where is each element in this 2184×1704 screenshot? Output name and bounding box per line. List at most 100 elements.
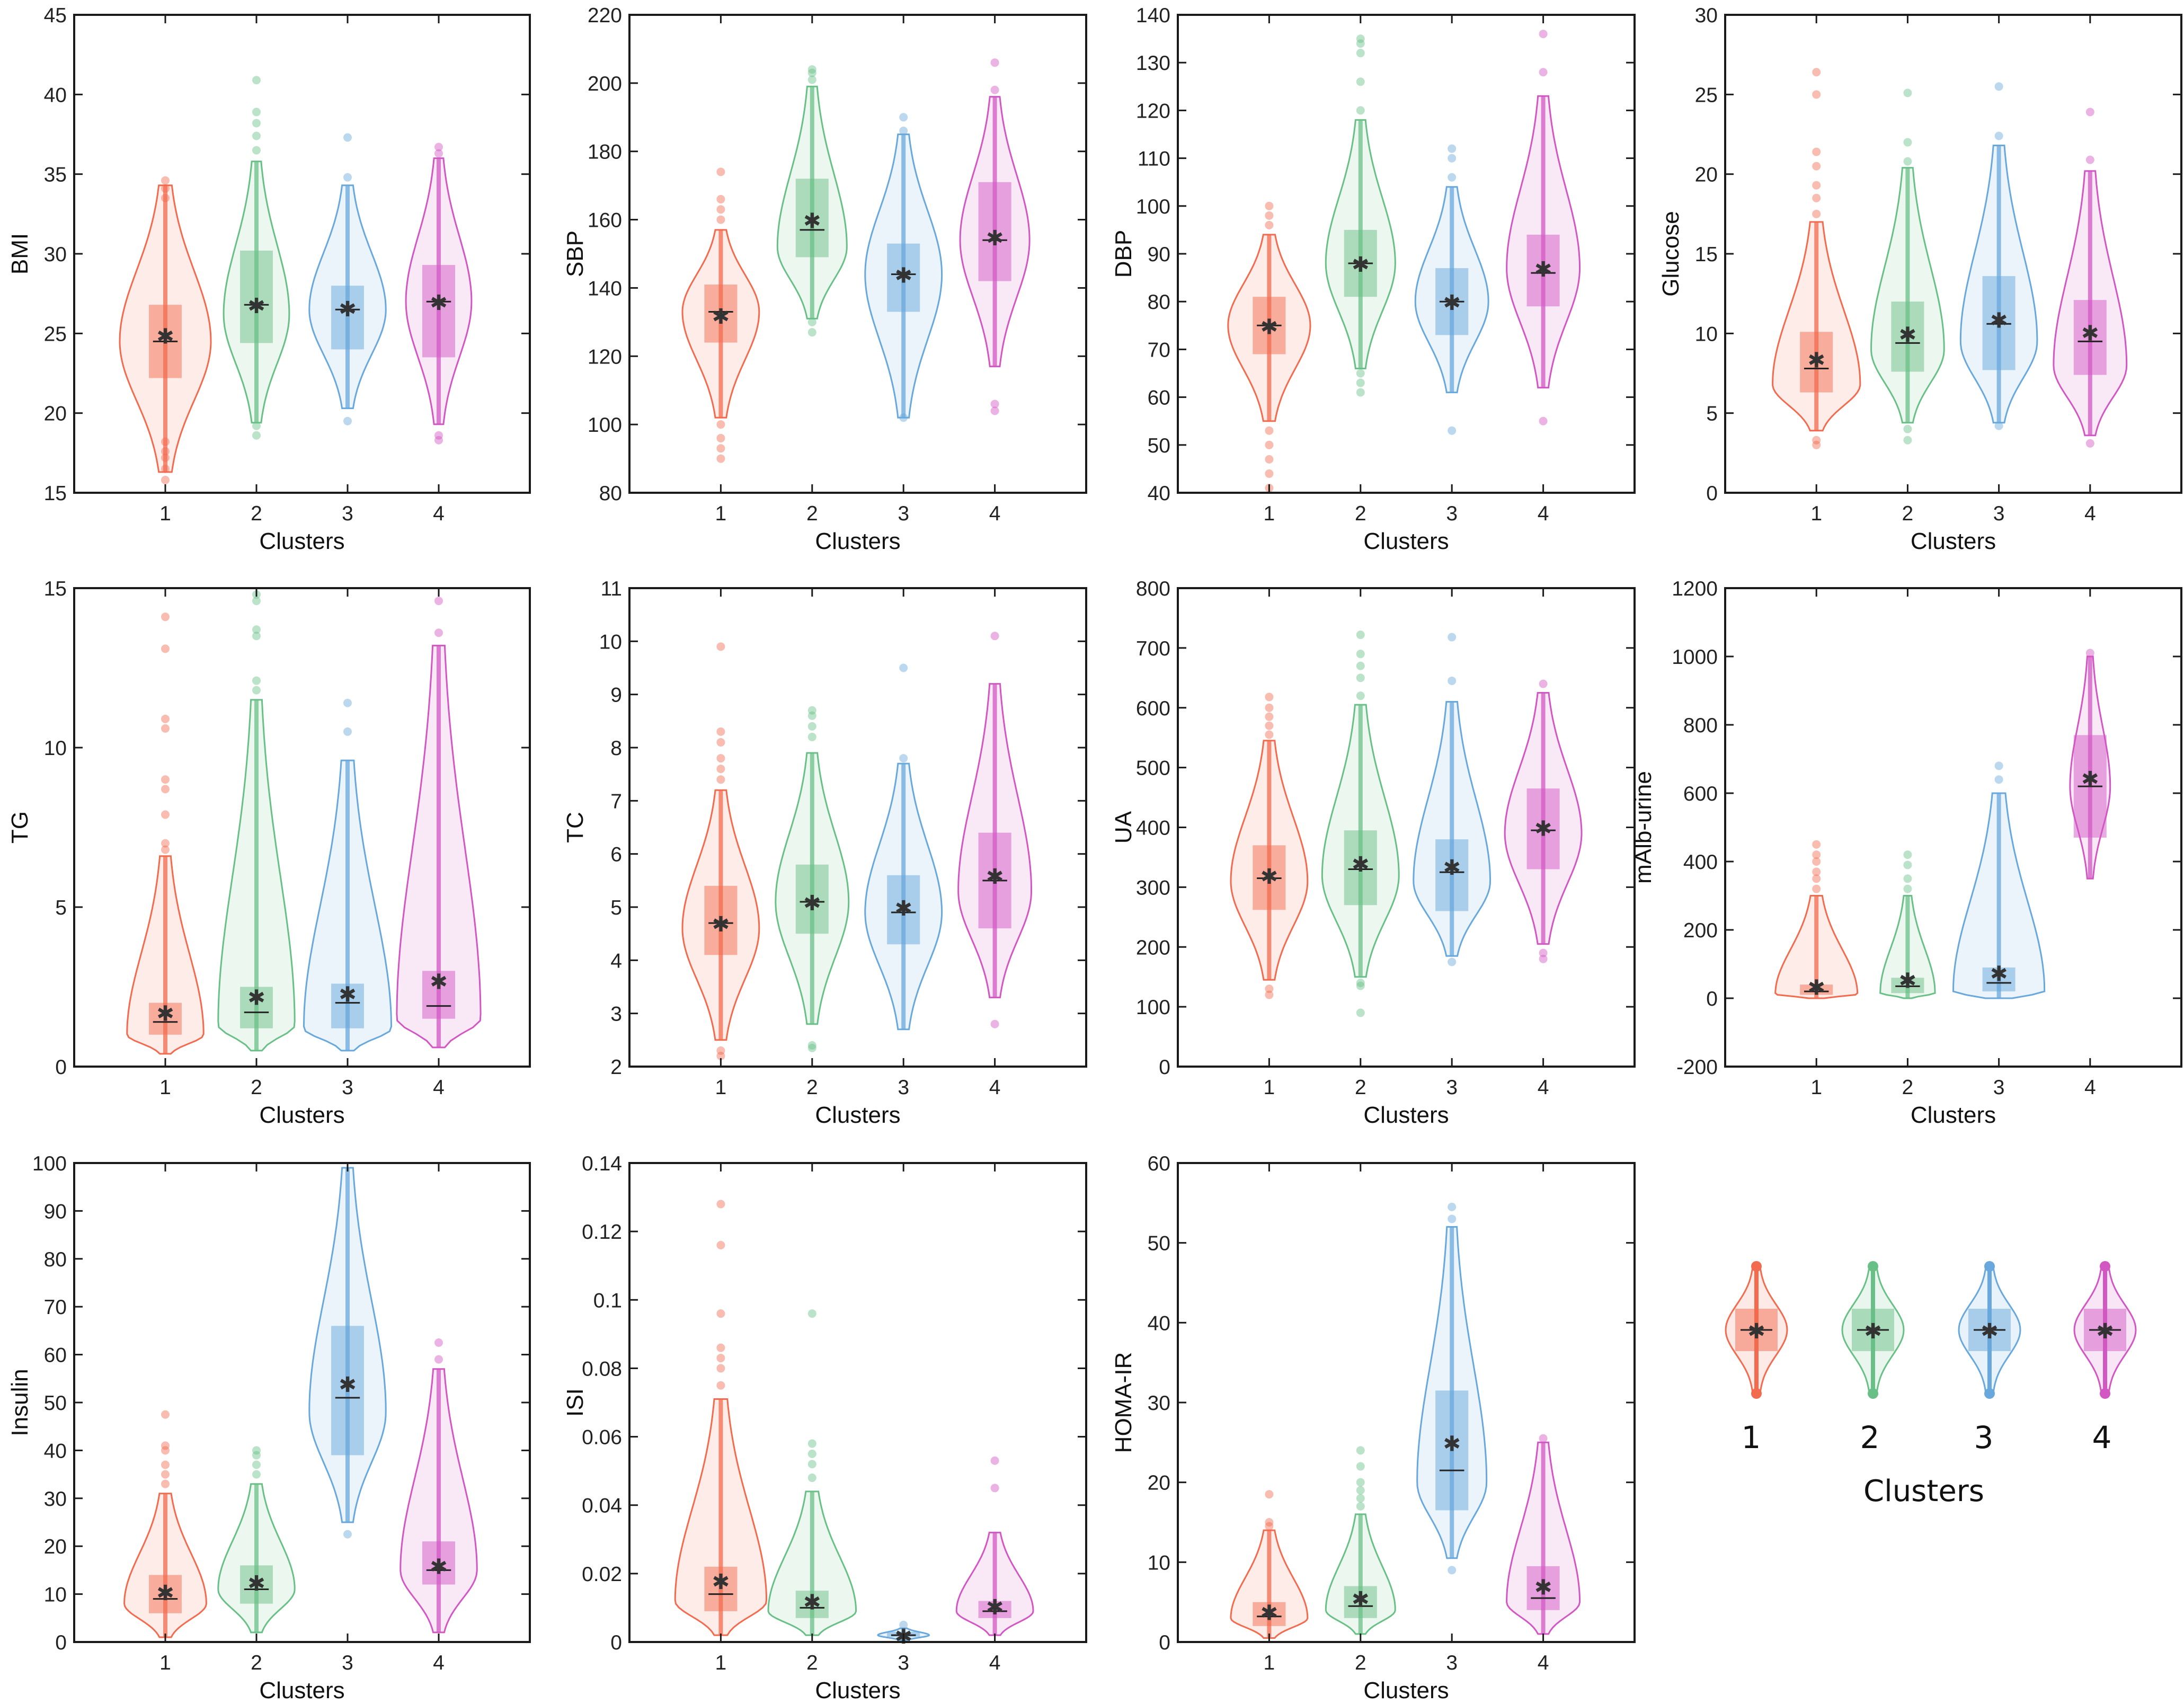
mean-marker: ✱ <box>1352 853 1370 877</box>
outlier-point <box>1448 1214 1457 1223</box>
y-tick-label: 300 <box>1136 876 1170 899</box>
x-tick-label: 3 <box>898 502 909 525</box>
outlier-point <box>1265 712 1274 721</box>
outlier-point <box>807 68 816 77</box>
outlier-point <box>990 58 999 67</box>
x-tick-label: 4 <box>2084 1076 2096 1099</box>
outlier-point <box>1356 1462 1365 1471</box>
outlier-point <box>899 1620 908 1629</box>
panel-UA: ✱ ✱ ✱ ✱ 0 100 200 300 400 500 600 700 800 1 2 3 4 Cluster… <box>1111 578 1636 1128</box>
outlier-point <box>343 416 352 425</box>
y-tick-label: 0.04 <box>582 1495 622 1517</box>
violin-group-3: ✱ <box>1416 1202 1488 1575</box>
y-tick-label: 15 <box>44 482 67 505</box>
outlier-point <box>1539 948 1548 957</box>
outlier-point <box>899 127 908 136</box>
outlier-point <box>1812 193 1821 202</box>
legend-outlier-bottom <box>1751 1388 1762 1399</box>
y-tick-label: 140 <box>588 277 622 300</box>
x-tick-label: 1 <box>1810 1076 1822 1099</box>
outlier-point <box>343 727 352 736</box>
violin-group-2: ✱ <box>1870 88 1945 445</box>
outlier-point <box>2085 155 2094 164</box>
outlier-point <box>1265 455 1274 464</box>
outlier-point <box>1356 673 1365 682</box>
violin-group-3: ✱ <box>1414 144 1489 435</box>
mean-marker: ✱ <box>1807 348 1825 372</box>
x-tick-label: 4 <box>1538 1652 1549 1674</box>
outlier-point <box>716 1364 725 1373</box>
iqr-box <box>1344 830 1377 906</box>
outlier-point <box>1265 730 1274 739</box>
mean-marker: ✱ <box>1534 258 1552 282</box>
outlier-point <box>2085 439 2094 448</box>
outlier-point <box>161 1470 170 1479</box>
y-tick-label: 45 <box>44 4 67 27</box>
mean-marker: ✱ <box>894 897 912 921</box>
outlier-point <box>1448 426 1457 435</box>
outlier-point <box>899 413 908 422</box>
outlier-point <box>161 453 170 462</box>
x-tick-label: 4 <box>989 1652 1001 1674</box>
panel-ISI: ✱✱✱✱00.020.040.060.080.10.120.141 2 3 4Clus… <box>562 1152 1087 1703</box>
outlier-point <box>1356 981 1365 990</box>
outlier-point <box>716 775 725 784</box>
violin-group-2: ✱ <box>1325 1446 1396 1635</box>
y-tick-label: 80 <box>1148 291 1170 314</box>
violin-group-1: ✱ <box>126 613 205 1055</box>
outlier-point <box>1812 68 1821 77</box>
iqr-box <box>978 182 1011 281</box>
mean-marker: ✱ <box>1443 1432 1461 1456</box>
outlier-point <box>1265 693 1274 702</box>
mean-marker: ✱ <box>339 297 357 322</box>
y-tick-label: 120 <box>588 345 622 368</box>
legend-label-4: 4 <box>2092 1419 2112 1456</box>
panel-BMI: ✱ ✱ ✱ ✱ 15 20 25 30 35 40 45 1 2 3 4 Clusters BMI <box>7 4 531 554</box>
outlier-point <box>716 194 725 203</box>
mean-marker: ✱ <box>1807 975 1825 1000</box>
outlier-point <box>1265 211 1274 220</box>
outlier-point <box>1265 426 1274 435</box>
y-tick-label: 200 <box>1683 919 1718 942</box>
y-tick-label: 20 <box>1148 1472 1170 1495</box>
iqr-box <box>1800 332 1833 393</box>
violin-group-1: ✱ <box>1772 68 1861 449</box>
x-tick-label: 1 <box>1810 502 1822 525</box>
y-tick-label: 0.08 <box>582 1357 622 1380</box>
violin-group-2: ✱ <box>223 76 290 440</box>
outlier-point <box>716 454 725 463</box>
violin-group-1: ✱ <box>1230 693 1309 999</box>
mean-marker: ✱ <box>1260 1601 1279 1626</box>
violin-group-1: ✱ <box>681 642 760 1060</box>
y-tick-label: 0.14 <box>582 1152 622 1175</box>
iqr-box <box>795 1591 829 1618</box>
violin-group-1: ✱ <box>681 167 760 463</box>
y-tick-label: 35 <box>44 164 67 187</box>
y-tick-label: 0 <box>610 1631 622 1654</box>
y-tick-label: 500 <box>1136 757 1170 780</box>
y-tick-label: 4 <box>610 949 622 972</box>
mean-marker: ✱ <box>803 891 821 916</box>
outlier-point <box>1812 147 1821 156</box>
y-tick-label: 700 <box>1136 637 1170 660</box>
violin-group-4: ✱ <box>2053 108 2128 448</box>
outlier-point <box>990 406 999 415</box>
y-tick-label: 15 <box>44 578 67 600</box>
outlier-point <box>807 1041 816 1050</box>
outlier-point <box>1265 990 1274 999</box>
x-tick-label: 1 <box>715 502 727 525</box>
outlier-point <box>716 215 725 224</box>
outlier-point <box>434 149 443 158</box>
outlier-point <box>716 1200 725 1209</box>
y-tick-label: 0.1 <box>593 1289 622 1312</box>
legend-mean-marker: ✱ <box>1747 1319 1765 1344</box>
y-tick-label: 100 <box>588 414 622 437</box>
x-tick-label: 4 <box>433 1652 445 1674</box>
violin-group-2: ✱ <box>217 590 296 1052</box>
outlier-point <box>161 810 170 819</box>
y-tick-label: 0 <box>1159 1631 1170 1654</box>
outlier-point <box>161 845 170 854</box>
x-tick-label: 1 <box>1264 502 1275 525</box>
y-tick-label: 20 <box>1695 164 1718 187</box>
violin-group-1: ✱ <box>123 1410 207 1638</box>
